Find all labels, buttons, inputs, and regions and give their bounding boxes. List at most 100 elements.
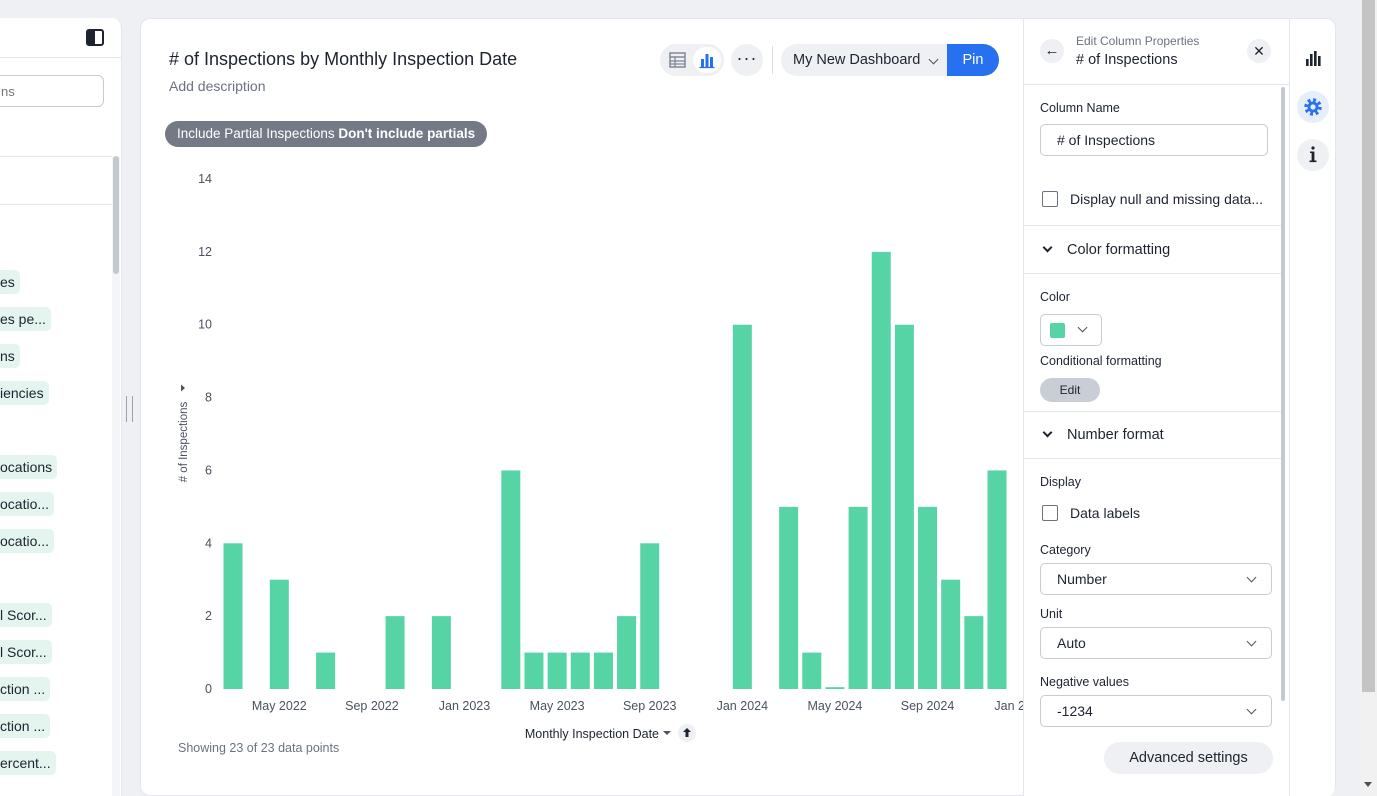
bar[interactable] bbox=[941, 579, 961, 689]
more-options-button[interactable]: ··· bbox=[731, 44, 763, 76]
column-name-input[interactable] bbox=[1040, 124, 1268, 156]
left-panel-header bbox=[0, 18, 121, 58]
close-icon[interactable]: ✕ bbox=[1247, 39, 1271, 63]
scroll-down-arrow-icon[interactable] bbox=[1364, 782, 1372, 787]
left-panel-scrollbar[interactable] bbox=[112, 156, 120, 796]
bar[interactable] bbox=[918, 506, 938, 689]
y-axis-label[interactable]: # of Inspections bbox=[178, 401, 190, 482]
color-formatting-section[interactable]: Color formatting bbox=[1040, 242, 1170, 258]
column-chip[interactable]: iencies bbox=[0, 381, 49, 405]
chevron-down-icon bbox=[1246, 636, 1257, 647]
bar-chart-icon bbox=[1306, 51, 1321, 66]
display-null-checkbox[interactable] bbox=[1042, 191, 1058, 207]
y-tick-label: 14 bbox=[198, 172, 212, 186]
y-tick-label: 6 bbox=[205, 463, 212, 477]
bar[interactable] bbox=[640, 543, 660, 689]
bar[interactable] bbox=[501, 470, 521, 689]
properties-scrollbar[interactable] bbox=[1281, 87, 1285, 701]
scrollbar-thumb[interactable] bbox=[1362, 0, 1375, 692]
left-data-panel: es es pe... ns iencies ocations ocatio... ocat… bbox=[0, 18, 122, 796]
column-chip[interactable]: ns bbox=[0, 344, 20, 368]
bar[interactable] bbox=[617, 616, 637, 689]
x-tick-label: Jan 2025 bbox=[994, 699, 1023, 713]
bar[interactable] bbox=[385, 616, 405, 689]
chevron-down-icon bbox=[1246, 704, 1257, 715]
column-chip[interactable]: ercent... bbox=[0, 751, 56, 775]
bar[interactable] bbox=[547, 652, 567, 689]
data-points-count: Showing 23 of 23 data points bbox=[178, 741, 340, 755]
bar[interactable] bbox=[593, 652, 613, 689]
category-select[interactable]: Number bbox=[1040, 563, 1272, 595]
advanced-settings-button[interactable]: Advanced settings bbox=[1104, 742, 1273, 774]
divider bbox=[1024, 225, 1282, 226]
properties-header: ← Edit Column Properties # of Inspection… bbox=[1024, 19, 1290, 85]
chart-title[interactable]: # of Inspections by Monthly Inspection D… bbox=[169, 49, 518, 69]
info-button[interactable] bbox=[1297, 139, 1329, 171]
column-name-label: Column Name bbox=[1040, 101, 1120, 115]
number-format-section[interactable]: Number format bbox=[1040, 427, 1164, 443]
bar[interactable] bbox=[269, 579, 289, 689]
caret-down-icon[interactable] bbox=[663, 731, 671, 735]
bar[interactable] bbox=[431, 616, 451, 689]
column-chip[interactable]: ocatio... bbox=[0, 492, 55, 516]
bar[interactable] bbox=[779, 506, 799, 689]
data-labels-checkbox[interactable] bbox=[1042, 505, 1058, 521]
chart-view-button[interactable] bbox=[693, 47, 721, 73]
bar[interactable] bbox=[964, 616, 984, 689]
back-arrow-icon[interactable]: ← bbox=[1040, 39, 1064, 63]
table-view-button[interactable] bbox=[663, 47, 691, 73]
x-tick-label: Jan 2024 bbox=[717, 699, 768, 713]
column-chip[interactable]: ction ... bbox=[0, 714, 51, 738]
unit-select[interactable]: Auto bbox=[1040, 627, 1272, 659]
bar[interactable] bbox=[732, 324, 752, 689]
y-tick-label: 0 bbox=[205, 682, 212, 696]
y-tick-label: 12 bbox=[198, 245, 212, 259]
column-chip[interactable]: ocations bbox=[0, 455, 58, 479]
number-format-label: Number format bbox=[1067, 427, 1164, 443]
filter-chip[interactable]: Include Partial Inspections Don't includ… bbox=[165, 121, 488, 147]
page-scrollbar[interactable] bbox=[1360, 0, 1377, 796]
dashboard-select[interactable]: My New Dashboard bbox=[781, 44, 947, 76]
column-search-input[interactable] bbox=[0, 75, 104, 107]
edit-conditional-button[interactable]: Edit bbox=[1040, 378, 1100, 402]
properties-subtitle: Edit Column Properties bbox=[1076, 34, 1200, 48]
scrollbar-thumb[interactable] bbox=[113, 156, 119, 274]
pin-button[interactable]: Pin bbox=[947, 44, 999, 76]
table-icon bbox=[669, 52, 686, 68]
category-value: Number bbox=[1057, 571, 1107, 587]
bar[interactable] bbox=[987, 470, 1007, 689]
conditional-formatting-label: Conditional formatting bbox=[1040, 354, 1162, 368]
add-description[interactable]: Add description bbox=[169, 78, 266, 94]
column-chip[interactable]: l Scor... bbox=[0, 603, 52, 627]
bar[interactable] bbox=[524, 652, 544, 689]
bar[interactable] bbox=[871, 251, 891, 689]
divider bbox=[0, 204, 112, 205]
x-tick-label: Sep 2023 bbox=[623, 699, 677, 713]
column-chip[interactable]: l Scor... bbox=[0, 640, 52, 664]
caret-icon[interactable] bbox=[181, 384, 185, 392]
bar[interactable] bbox=[848, 506, 868, 689]
panel-resize-handle[interactable] bbox=[126, 396, 133, 422]
chart-settings-button[interactable] bbox=[1297, 43, 1329, 75]
panel-toggle-icon[interactable] bbox=[86, 29, 104, 46]
display-null-label: Display null and missing data... bbox=[1070, 191, 1263, 207]
x-tick-label: Sep 2022 bbox=[345, 699, 399, 713]
column-properties-panel: ← Edit Column Properties # of Inspection… bbox=[1023, 19, 1290, 796]
divider bbox=[1024, 411, 1282, 412]
bar[interactable] bbox=[894, 324, 914, 689]
settings-button[interactable] bbox=[1297, 91, 1329, 123]
bar[interactable] bbox=[825, 687, 845, 689]
chevron-down-icon bbox=[1077, 322, 1088, 333]
negative-values-select[interactable]: -1234 bbox=[1040, 695, 1272, 727]
column-chip[interactable]: ction ... bbox=[0, 677, 51, 701]
bar[interactable] bbox=[316, 652, 336, 689]
bar[interactable] bbox=[570, 652, 590, 689]
column-chip[interactable]: es pe... bbox=[0, 307, 51, 331]
unit-value: Auto bbox=[1057, 635, 1086, 651]
bar[interactable] bbox=[223, 543, 243, 689]
color-picker[interactable] bbox=[1040, 314, 1102, 346]
column-chip[interactable]: ocatio... bbox=[0, 529, 55, 553]
bar[interactable] bbox=[802, 652, 822, 689]
x-axis-label[interactable]: Monthly Inspection Date bbox=[525, 727, 659, 741]
column-chip[interactable]: es bbox=[0, 270, 20, 294]
